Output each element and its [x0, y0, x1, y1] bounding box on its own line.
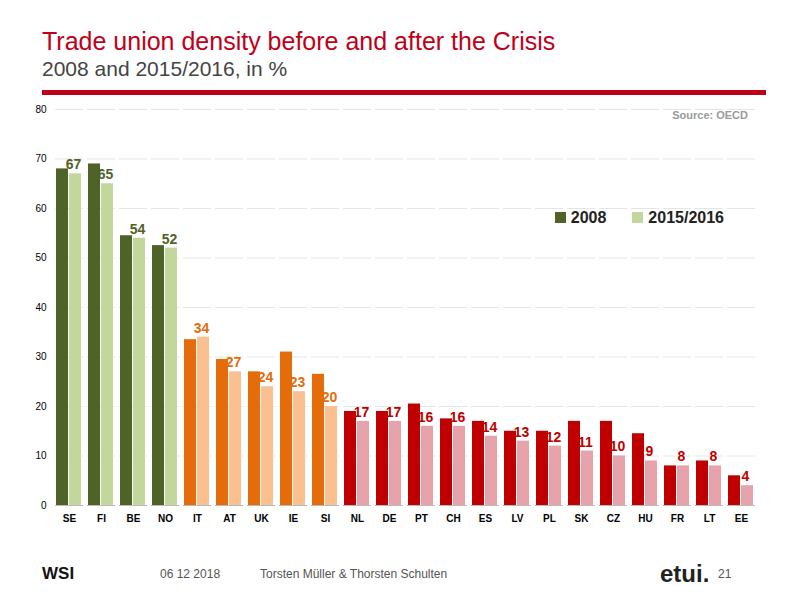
- html-text:2008: 2008: [570, 209, 607, 226]
- html-text:2008 and 2015/2016, in %: 2008 and 2015/2016, in %: [42, 57, 288, 80]
- svg-text:0: 0: [41, 500, 47, 511]
- svg-text:FI: FI: [97, 513, 106, 524]
- svg-text:34: 34: [194, 320, 210, 336]
- svg-text:16: 16: [418, 409, 434, 425]
- html-text:Torsten Müller & Thorsten Schu: Torsten Müller & Thorsten Schulten: [260, 567, 448, 581]
- svg-text:52: 52: [162, 231, 178, 247]
- html-text:WSI: WSI: [42, 564, 75, 583]
- svg-text:60: 60: [35, 203, 47, 214]
- svg-text:CH: CH: [446, 513, 460, 524]
- svg-text:8: 8: [710, 448, 718, 464]
- svg-text:PT: PT: [415, 513, 428, 524]
- svg-text:8: 8: [678, 448, 686, 464]
- html-text:Source: OECD: Source: OECD: [672, 109, 748, 121]
- svg-text:80: 80: [35, 104, 47, 115]
- svg-text:10: 10: [610, 438, 626, 454]
- svg-text:70: 70: [35, 153, 47, 164]
- svg-text:20: 20: [322, 389, 338, 405]
- svg-text:AT: AT: [223, 513, 236, 524]
- svg-text:FR: FR: [671, 513, 685, 524]
- svg-text:30: 30: [35, 351, 47, 362]
- svg-text:50: 50: [35, 252, 47, 263]
- svg-text:HU: HU: [638, 513, 652, 524]
- svg-text:27: 27: [226, 354, 242, 370]
- html-text:06 12 2018: 06 12 2018: [160, 567, 221, 581]
- svg-text:EE: EE: [735, 513, 749, 524]
- svg-text:16: 16: [450, 409, 466, 425]
- svg-text:17: 17: [354, 404, 370, 420]
- svg-text:UK: UK: [254, 513, 269, 524]
- svg-text:NL: NL: [351, 513, 364, 524]
- html-text:Trade union density before and: Trade union density before and after the…: [42, 27, 556, 55]
- svg-text:SK: SK: [575, 513, 590, 524]
- svg-text:54: 54: [130, 221, 146, 237]
- svg-text:10: 10: [35, 450, 47, 461]
- svg-text:13: 13: [514, 424, 530, 440]
- svg-text:11: 11: [578, 434, 593, 450]
- svg-text:14: 14: [482, 419, 498, 435]
- svg-text:NO: NO: [158, 513, 173, 524]
- svg-text:DE: DE: [383, 513, 397, 524]
- svg-text:BE: BE: [127, 513, 141, 524]
- svg-text:12: 12: [546, 429, 562, 445]
- svg-text:40: 40: [35, 302, 47, 313]
- svg-text:LV: LV: [511, 513, 523, 524]
- svg-text:CZ: CZ: [607, 513, 620, 524]
- svg-text:23: 23: [290, 374, 306, 390]
- svg-text:IT: IT: [193, 513, 202, 524]
- svg-text:SE: SE: [63, 513, 77, 524]
- svg-text:9: 9: [646, 443, 654, 459]
- svg-text:PL: PL: [543, 513, 556, 524]
- html-text:etui. 21: etui. 21: [660, 560, 732, 587]
- svg-text:IE: IE: [289, 513, 299, 524]
- svg-text:67: 67: [66, 156, 82, 172]
- html-text:2015/2016: 2015/2016: [648, 209, 724, 226]
- svg-text:24: 24: [258, 369, 274, 385]
- svg-text:SI: SI: [321, 513, 331, 524]
- svg-text:ES: ES: [479, 513, 493, 524]
- svg-text:65: 65: [98, 166, 114, 182]
- svg-text:4: 4: [742, 468, 750, 484]
- svg-text:LT: LT: [704, 513, 715, 524]
- svg-text:20: 20: [35, 401, 47, 412]
- svg-text:17: 17: [386, 404, 402, 420]
